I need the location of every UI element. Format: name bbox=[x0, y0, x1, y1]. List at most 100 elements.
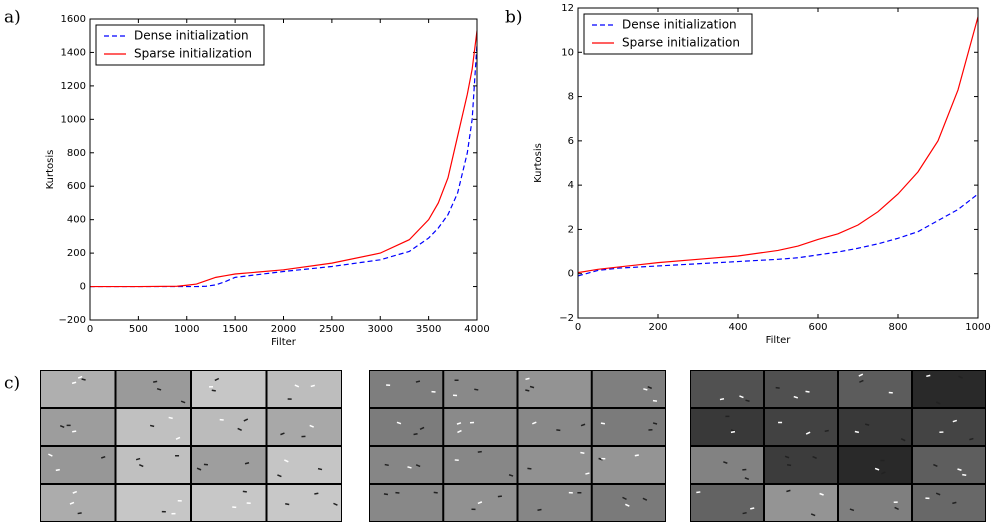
x-tick-label: 1000 bbox=[174, 324, 199, 335]
y-tick-label: 10 bbox=[561, 47, 574, 58]
filter-stroke bbox=[55, 468, 60, 472]
filter-image bbox=[192, 485, 266, 521]
y-tick-label: −2 bbox=[559, 313, 574, 324]
filter-image bbox=[765, 371, 837, 407]
y-tick-label: 6 bbox=[568, 136, 574, 147]
filter-image bbox=[444, 409, 517, 445]
filter-stroke bbox=[652, 422, 658, 425]
y-tick-label: 1400 bbox=[61, 47, 86, 58]
legend-label: Dense initialization bbox=[622, 18, 737, 32]
filter-image bbox=[518, 409, 591, 445]
filter-stroke bbox=[309, 424, 314, 428]
filter-stroke bbox=[810, 513, 816, 517]
y-tick-label: 1600 bbox=[61, 14, 86, 25]
y-tick-label: 400 bbox=[67, 215, 86, 226]
filter-stroke bbox=[175, 436, 181, 440]
filter-stroke bbox=[786, 489, 791, 493]
filter-stroke bbox=[77, 512, 82, 515]
filter-stroke bbox=[625, 503, 630, 507]
filter-stroke bbox=[874, 467, 880, 471]
filter-stroke bbox=[71, 381, 77, 385]
filter-image bbox=[267, 409, 341, 445]
filter-stroke bbox=[243, 418, 249, 422]
filter-stroke bbox=[474, 388, 479, 391]
filter-stroke bbox=[634, 454, 639, 457]
filter-image bbox=[267, 371, 341, 407]
plot-frame bbox=[577, 7, 979, 319]
line bbox=[90, 30, 478, 288]
filter-stroke bbox=[723, 461, 728, 464]
filter-stroke bbox=[508, 474, 514, 477]
filter-image bbox=[518, 485, 591, 521]
filter-image bbox=[765, 447, 837, 483]
filter-image bbox=[267, 485, 341, 521]
y-tick-label: 200 bbox=[67, 248, 86, 259]
filter-stroke bbox=[456, 422, 462, 425]
filter-image bbox=[116, 409, 190, 445]
filter-stroke bbox=[242, 490, 247, 493]
filter-stroke bbox=[333, 502, 338, 506]
filter-image bbox=[913, 485, 985, 521]
y-tick-label: −200 bbox=[59, 315, 86, 326]
filter-image bbox=[41, 371, 115, 407]
filter-stroke bbox=[59, 425, 65, 429]
y-tick-label: 800 bbox=[67, 148, 86, 159]
filter-stroke bbox=[730, 430, 736, 434]
filter-image bbox=[765, 409, 837, 445]
filter-stroke bbox=[477, 501, 483, 505]
x-tick-label: 400 bbox=[728, 322, 747, 333]
filter-stroke bbox=[529, 385, 535, 389]
filter-stroke bbox=[72, 490, 78, 494]
filter-stroke bbox=[926, 374, 931, 378]
filter-stroke bbox=[72, 430, 77, 433]
filter-image bbox=[116, 447, 190, 483]
filter-stroke bbox=[525, 377, 530, 381]
y-axis-label: Kurtosis bbox=[45, 150, 56, 190]
filter-stroke bbox=[433, 491, 438, 494]
x-tick-label: 2000 bbox=[271, 324, 296, 335]
filter-stroke bbox=[280, 432, 285, 436]
filter-stroke bbox=[858, 373, 864, 377]
filter-image bbox=[444, 371, 517, 407]
filter-image bbox=[444, 447, 517, 483]
filter-image bbox=[370, 485, 443, 521]
filter-stroke bbox=[277, 474, 282, 478]
filter-stroke bbox=[969, 437, 974, 441]
filter-stroke bbox=[933, 463, 938, 467]
y-tick-label: 1000 bbox=[61, 114, 86, 125]
x-tick-label: 1000 bbox=[965, 322, 990, 333]
panel-label: b) bbox=[505, 8, 523, 28]
filter-image bbox=[691, 447, 763, 483]
filter-stroke bbox=[168, 416, 173, 420]
filter-stroke bbox=[100, 455, 106, 459]
filter-stroke bbox=[214, 377, 220, 382]
filter-stroke bbox=[854, 430, 860, 434]
x-tick-label: 1500 bbox=[222, 324, 247, 335]
filter-image bbox=[913, 447, 985, 483]
filter-image bbox=[370, 371, 443, 407]
x-tick-label: 3000 bbox=[368, 324, 393, 335]
filter-stroke bbox=[156, 387, 162, 391]
filter-image bbox=[370, 409, 443, 445]
y-tick-label: 12 bbox=[561, 3, 574, 14]
filter-stroke bbox=[824, 429, 829, 433]
filter-stroke bbox=[935, 401, 941, 405]
filter-stroke bbox=[77, 375, 83, 379]
filter-stroke bbox=[69, 501, 75, 505]
y-tick-label: 4 bbox=[568, 180, 574, 191]
filter-stroke bbox=[81, 378, 86, 381]
filter-stroke bbox=[598, 457, 603, 461]
filter-stroke bbox=[580, 423, 586, 427]
filter-image bbox=[839, 409, 911, 445]
filter-stroke bbox=[622, 496, 627, 501]
filter-image bbox=[691, 371, 763, 407]
filter-grids bbox=[40, 370, 986, 522]
filter-stroke bbox=[958, 375, 963, 379]
legend-box bbox=[95, 24, 265, 66]
y-tick-label: 600 bbox=[67, 181, 86, 192]
filter-stroke bbox=[310, 384, 315, 388]
filter-stroke bbox=[180, 400, 186, 404]
filter-image bbox=[192, 409, 266, 445]
filter-stroke bbox=[211, 389, 216, 392]
